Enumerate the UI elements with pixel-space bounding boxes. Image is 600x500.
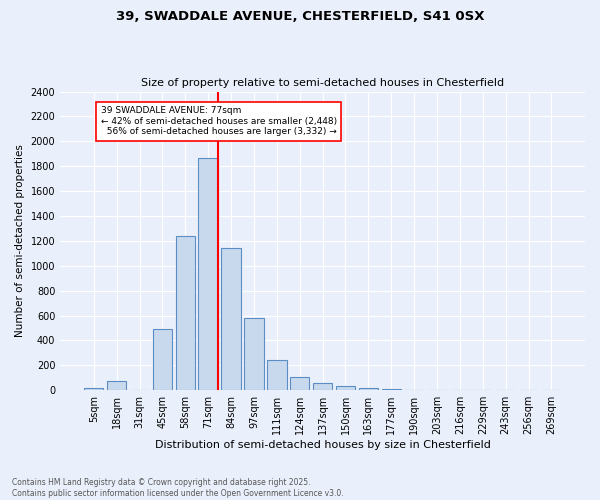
- Bar: [244, 318, 263, 390]
- Text: 39 SWADDALE AVENUE: 77sqm
← 42% of semi-detached houses are smaller (2,448)
  56: 39 SWADDALE AVENUE: 77sqm ← 42% of semi-…: [101, 106, 337, 136]
- Bar: [267, 360, 287, 390]
- Text: 39, SWADDALE AVENUE, CHESTERFIELD, S41 0SX: 39, SWADDALE AVENUE, CHESTERFIELD, S41 0…: [116, 10, 484, 23]
- Bar: [336, 386, 355, 390]
- Text: Contains HM Land Registry data © Crown copyright and database right 2025.
Contai: Contains HM Land Registry data © Crown c…: [12, 478, 344, 498]
- Y-axis label: Number of semi-detached properties: Number of semi-detached properties: [15, 144, 25, 338]
- Bar: [152, 329, 172, 390]
- Bar: [313, 382, 332, 390]
- Bar: [176, 236, 195, 390]
- Bar: [84, 388, 103, 390]
- Bar: [107, 381, 127, 390]
- Bar: [382, 389, 401, 390]
- Bar: [221, 248, 241, 390]
- Bar: [359, 388, 378, 390]
- Bar: [290, 376, 310, 390]
- X-axis label: Distribution of semi-detached houses by size in Chesterfield: Distribution of semi-detached houses by …: [155, 440, 491, 450]
- Title: Size of property relative to semi-detached houses in Chesterfield: Size of property relative to semi-detach…: [141, 78, 504, 88]
- Bar: [199, 158, 218, 390]
